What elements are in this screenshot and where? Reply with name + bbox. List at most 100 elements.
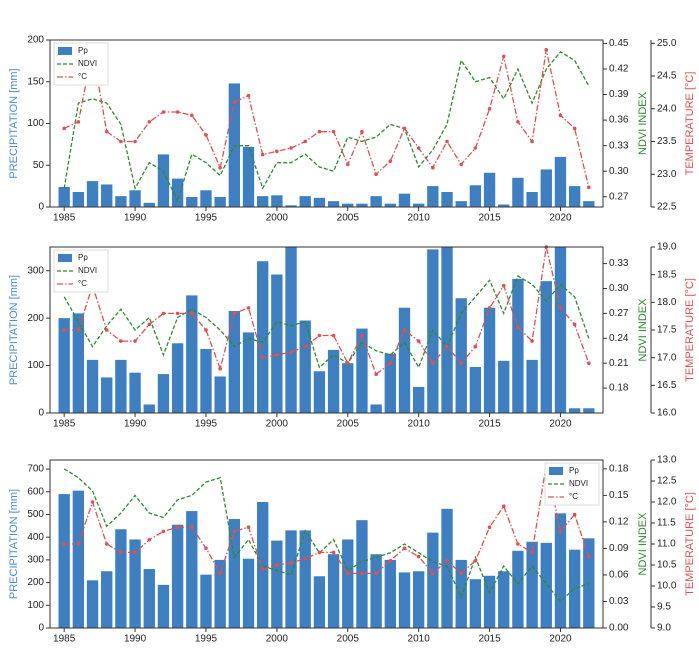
point-marker: [431, 165, 435, 170]
bar: [327, 349, 340, 413]
y2-tick-label: 0.45: [609, 38, 629, 49]
legend-label: Pp: [78, 46, 88, 55]
legend-label: NDVI: [78, 266, 97, 275]
point-marker: [133, 339, 137, 343]
legend-label: °C: [78, 279, 87, 288]
x-tick-label: 1995: [195, 419, 218, 430]
x-tick-label: 1985: [53, 419, 76, 430]
bar: [342, 539, 354, 628]
y2-tick-label: 0.18: [609, 383, 629, 394]
y2-tick-label: 0.27: [609, 308, 629, 319]
point-marker: [572, 512, 577, 517]
x-tick-label: 2010: [408, 213, 431, 224]
point-marker: [76, 542, 81, 546]
y2-tick-label: 0.33: [609, 258, 629, 269]
y2-tick-label: 0.30: [609, 166, 629, 177]
bar: [554, 513, 567, 628]
legend-label: °C: [569, 492, 578, 501]
y2-tick-label: 0.27: [609, 191, 629, 202]
x-tick-label: 2005: [337, 213, 360, 224]
point-marker: [147, 120, 152, 124]
legend-label: NDVI: [569, 479, 588, 488]
y2-tick-label: 0.00: [609, 623, 629, 634]
point-marker: [331, 129, 336, 134]
point-marker: [487, 525, 492, 529]
legend-label: Pp: [78, 253, 88, 262]
bar: [186, 295, 198, 413]
y-tick-label: 200: [27, 35, 44, 46]
bar: [583, 538, 595, 628]
bar: [143, 568, 155, 628]
point-marker: [487, 306, 492, 310]
point-marker: [133, 139, 137, 144]
bar: [427, 532, 439, 628]
bar: [257, 196, 269, 207]
series-line: [63, 49, 590, 188]
point-marker: [218, 165, 222, 170]
bar: [398, 193, 411, 207]
bar: [540, 281, 552, 413]
point-marker: [90, 500, 95, 504]
y2-axis-label: NDVI INDEX: [637, 298, 649, 362]
bar: [214, 376, 226, 413]
point-marker: [345, 162, 350, 167]
bar: [526, 541, 538, 628]
bar: [498, 204, 510, 207]
bar: [186, 511, 198, 628]
bar: [171, 343, 184, 413]
y2-tick-label: 0.06: [609, 570, 629, 581]
bar: [540, 542, 552, 628]
bar: [115, 196, 127, 207]
bar: [512, 278, 524, 413]
point-marker: [246, 306, 251, 310]
point-marker: [133, 550, 137, 555]
point-marker: [161, 311, 166, 316]
point-marker: [189, 311, 194, 316]
y-tick-label: 150: [27, 76, 44, 87]
bar: [512, 550, 524, 628]
point-marker: [76, 120, 81, 124]
y-tick-label: 0: [38, 408, 44, 419]
point-marker: [104, 129, 109, 134]
y-tick-label: 600: [27, 486, 44, 497]
y2-tick-label: 0.42: [609, 64, 629, 75]
bar: [384, 353, 396, 413]
bar: [512, 177, 524, 207]
bar: [72, 490, 85, 628]
bar: [313, 576, 326, 628]
plot-frame: [49, 459, 604, 629]
bar: [342, 203, 354, 207]
point-marker: [62, 328, 66, 332]
point-marker: [331, 550, 336, 555]
bar: [554, 156, 567, 207]
bar: [200, 190, 212, 207]
bar: [72, 313, 85, 413]
point-marker: [572, 126, 577, 131]
point-marker: [402, 328, 407, 332]
point-marker: [289, 561, 293, 565]
bar: [257, 502, 269, 628]
bar: [143, 202, 155, 207]
x-tick-label: 2000: [266, 419, 289, 430]
bar: [483, 307, 496, 413]
point-marker: [516, 542, 520, 546]
point-marker: [374, 372, 378, 377]
x-tick-label: 2015: [478, 634, 501, 645]
y-tick-label: 300: [27, 265, 44, 276]
bar: [228, 311, 241, 413]
bar: [384, 203, 396, 207]
bar: [242, 558, 255, 628]
point-marker: [317, 129, 322, 134]
y2-axis-label: NDVI INDEX: [637, 91, 649, 155]
point-marker: [445, 559, 449, 563]
bar: [483, 575, 496, 628]
legend-swatch: [58, 254, 72, 262]
point-marker: [360, 129, 364, 134]
bar: [129, 539, 141, 628]
point-marker: [104, 542, 109, 546]
bar: [214, 196, 226, 207]
point-marker: [530, 339, 534, 343]
bar: [285, 247, 297, 413]
y2-tick-label: 0.03: [609, 596, 629, 607]
